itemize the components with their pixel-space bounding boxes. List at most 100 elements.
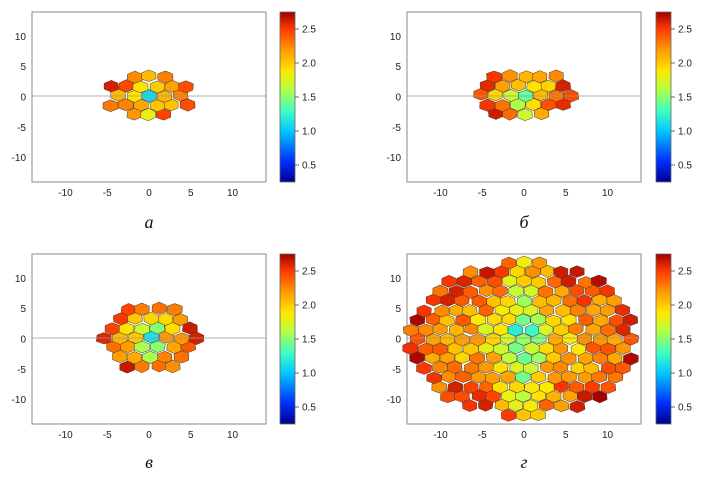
tissue-cell	[470, 333, 486, 347]
tissue-cell	[179, 98, 196, 112]
panel-caption: б	[519, 212, 529, 232]
y-tick-label: 0	[20, 93, 26, 104]
colorbar-tick-label: 1.5	[302, 335, 316, 346]
tissue-cell	[517, 108, 533, 121]
tissue-cell	[590, 274, 607, 288]
tissue-cells	[402, 255, 640, 422]
y-ticks: 10 5 0 -5 -10	[387, 32, 402, 164]
tissue-cells	[102, 69, 196, 122]
y-tick-label: 0	[20, 335, 26, 346]
tissue-cell	[530, 276, 546, 289]
x-tick-label: -5	[478, 430, 487, 441]
colorbar	[655, 11, 672, 183]
tissue-cell	[578, 276, 594, 289]
colorbar	[279, 11, 296, 183]
y-ticks: 10 5 0 -5 -10	[12, 274, 27, 406]
tissue-cell	[547, 371, 563, 385]
tissue-cell	[441, 275, 457, 288]
tissue-cell	[447, 380, 463, 394]
tissue-cell	[157, 70, 174, 84]
tissue-cell	[479, 266, 496, 279]
tissue-cell	[562, 294, 578, 308]
tissue-cells	[473, 69, 580, 121]
tissue-cell	[462, 304, 478, 317]
x-ticks: -10 -5 0 5 10	[433, 188, 613, 199]
tissue-cell	[127, 70, 143, 84]
tissue-cell	[502, 69, 518, 83]
tissue-cell	[134, 359, 150, 374]
x-tick-label: 5	[563, 188, 569, 199]
x-tick-label: 10	[602, 430, 614, 441]
tissue-cell	[552, 360, 569, 374]
tissue-cell	[157, 350, 173, 364]
y-tick-label: -5	[392, 365, 401, 376]
panel-caption: в	[145, 452, 153, 472]
tissue-cell	[569, 304, 586, 317]
x-tick-label: 10	[227, 430, 239, 441]
tissue-cell	[499, 295, 516, 308]
colorbar-ticks: 2.5 2.0 1.5 1.0 0.5	[295, 267, 316, 414]
tissue-cell	[576, 332, 593, 346]
y-tick-label: -5	[392, 123, 401, 134]
colorbar-tick-label: 1.5	[302, 93, 316, 104]
tissue-cell	[426, 371, 442, 384]
tissue-cell	[102, 99, 119, 112]
tissue-cell	[501, 351, 517, 365]
panel-v: -10 -5 0 5 10 10 5 0 -5 -10 2.5 2.0 1.5 1.0 0.5 в	[12, 253, 316, 472]
y-tick-label: 10	[390, 274, 402, 285]
tissue-cell	[485, 371, 500, 385]
tissue-cell	[492, 380, 508, 394]
y-tick-label: 0	[395, 93, 401, 104]
tissue-cell	[560, 274, 577, 288]
y-tick-label: 10	[15, 32, 27, 43]
x-ticks: -10 -5 0 5 10	[58, 430, 238, 441]
tissue-cell	[134, 302, 150, 316]
tissue-cell	[523, 381, 540, 394]
tissue-cell	[486, 70, 503, 84]
tissue-cell	[522, 399, 539, 413]
y-tick-label: 10	[15, 274, 27, 285]
y-tick-label: 5	[395, 304, 401, 315]
tissue-cell	[140, 108, 156, 122]
tissue-cells	[96, 301, 205, 374]
tissue-cell	[416, 304, 432, 318]
tissue-cell	[560, 370, 577, 384]
tissue-cell	[592, 351, 608, 365]
tissue-cell	[501, 256, 517, 270]
tissue-cell	[606, 294, 622, 308]
colorbar-tick-label: 1.5	[678, 335, 692, 346]
y-ticks: 10 5 0 -5 -10	[12, 32, 27, 164]
colorbar-tick-label: 2.0	[302, 59, 316, 70]
tissue-cell	[517, 351, 533, 366]
tissue-cell	[623, 352, 639, 366]
colorbar-tick-label: 1.0	[302, 127, 316, 138]
tissue-cell	[583, 362, 600, 375]
tissue-cell	[570, 342, 587, 356]
tissue-cell	[156, 90, 172, 103]
tissue-cell	[164, 359, 181, 374]
y-tick-label: -10	[12, 395, 27, 406]
tissue-cell	[462, 285, 479, 299]
x-tick-label: -10	[433, 188, 448, 199]
tissue-cell	[553, 265, 569, 279]
tissue-cell	[515, 333, 532, 346]
tissue-cell	[569, 400, 586, 414]
tissue-cell	[569, 265, 585, 278]
tissue-cell	[463, 380, 479, 394]
y-tick-label: -5	[17, 365, 26, 376]
x-tick-label: 10	[227, 188, 239, 199]
x-tick-label: 0	[521, 430, 527, 441]
x-tick-label: 0	[521, 188, 527, 199]
x-tick-label: -10	[58, 430, 73, 441]
tissue-cell	[615, 341, 631, 355]
tissue-cell	[569, 284, 585, 298]
tissue-cell	[599, 284, 615, 298]
tissue-cell	[539, 381, 555, 394]
x-tick-label: 0	[146, 430, 152, 441]
colorbar-tick-label: 2.5	[302, 267, 316, 278]
tissue-cell	[494, 99, 511, 112]
tissue-cell	[492, 361, 509, 374]
tissue-cell	[178, 80, 194, 94]
tissue-cell	[622, 313, 638, 326]
tissue-cell	[151, 301, 167, 315]
